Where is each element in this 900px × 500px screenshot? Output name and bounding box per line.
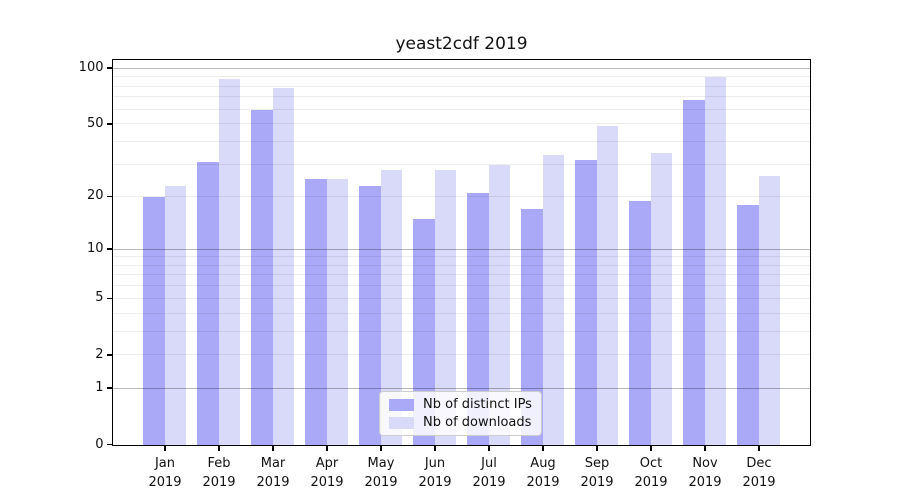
- gridline-major-100: [113, 67, 810, 69]
- y-tick-mark-5: [107, 297, 112, 300]
- gridline-minor-20: [113, 195, 810, 197]
- gridline-minor-2: [113, 354, 810, 356]
- gridline-minor-4: [113, 312, 810, 314]
- x-tick-mark-jan: [164, 446, 166, 451]
- x-tick-mark-mar: [272, 446, 274, 451]
- bar-mar-distinct-ips: [251, 109, 273, 445]
- x-tick-mark-jun: [434, 446, 436, 451]
- legend-label-distinct-ips: Nb of distinct IPs: [423, 397, 532, 412]
- y-tick-label-100: 100: [78, 60, 104, 76]
- y-tick-mark-10: [107, 248, 112, 250]
- y-tick-mark-1: [107, 387, 112, 389]
- bar-sep-downloads: [596, 126, 618, 445]
- legend-swatch-distinct-ips: [389, 398, 414, 411]
- y-tick-label-5: 5: [95, 290, 104, 306]
- y-tick-mark-100: [107, 67, 112, 69]
- y-tick-label-2: 2: [95, 346, 104, 362]
- y-tick-label-1: 1: [95, 380, 104, 395]
- gridline-minor-40: [113, 141, 810, 143]
- bar-jul-distinct-ips: [467, 193, 489, 445]
- gridline-minor-90: [113, 76, 810, 78]
- x-tick-mark-nov: [704, 446, 706, 451]
- y-tick-label-20: 20: [86, 188, 104, 204]
- gridline-major-10: [113, 248, 810, 250]
- gridline-minor-3: [113, 331, 810, 332]
- bar-jan-distinct-ips: [143, 196, 165, 445]
- gridline-minor-9: [113, 256, 810, 258]
- plot-area: [112, 59, 811, 446]
- gridline-minor-60: [113, 108, 810, 110]
- x-tick-label-mar: Mar 2019: [256, 455, 290, 490]
- x-tick-mark-oct: [650, 446, 652, 451]
- gridline-minor-50: [113, 123, 810, 125]
- bar-apr-downloads: [326, 179, 348, 445]
- x-tick-label-sep: Sep 2019: [580, 455, 614, 490]
- x-tick-mark-apr: [326, 446, 328, 451]
- x-tick-label-aug: Aug 2019: [526, 455, 560, 490]
- y-tick-label-0: 0: [95, 436, 104, 452]
- bar-dec-distinct-ips: [737, 204, 759, 445]
- bar-oct-distinct-ips: [629, 200, 651, 445]
- x-tick-label-jul: Jul 2019: [472, 455, 506, 490]
- bar-feb-distinct-ips: [197, 162, 219, 445]
- x-tick-label-dec: Dec 2019: [742, 455, 776, 490]
- x-tick-mark-feb: [218, 446, 220, 451]
- y-tick-mark-50: [107, 123, 112, 125]
- plot-inner: [113, 60, 810, 445]
- legend-swatch-downloads: [389, 416, 414, 429]
- x-tick-label-nov: Nov 2019: [688, 455, 722, 490]
- x-tick-label-apr: Apr 2019: [310, 455, 344, 490]
- bar-jun-downloads: [434, 170, 456, 445]
- gridline-major-1: [113, 387, 810, 389]
- x-tick-mark-aug: [542, 446, 544, 451]
- x-tick-label-jun: Jun 2019: [418, 455, 452, 490]
- y-tick-label-50: 50: [86, 115, 104, 131]
- x-tick-mark-may: [380, 446, 382, 451]
- x-tick-mark-jul: [488, 446, 490, 451]
- bar-aug-distinct-ips: [521, 209, 543, 445]
- legend: Nb of distinct IPs Nb of downloads: [379, 391, 542, 436]
- legend-item-distinct-ips: Nb of distinct IPs: [389, 397, 532, 412]
- bar-nov-distinct-ips: [683, 99, 705, 445]
- gridline-minor-6: [113, 285, 810, 287]
- x-tick-label-may: May 2019: [364, 455, 398, 490]
- bar-may-distinct-ips: [359, 185, 381, 445]
- bar-dec-downloads: [758, 176, 780, 445]
- gridline-minor-30: [113, 164, 810, 165]
- gridline-minor-5: [113, 297, 810, 299]
- bar-may-downloads: [380, 170, 402, 445]
- bar-jan-downloads: [164, 185, 186, 445]
- x-tick-mark-dec: [758, 446, 760, 451]
- bar-sep-distinct-ips: [575, 159, 597, 445]
- y-tick-mark-20: [107, 195, 112, 197]
- x-tick-mark-sep: [596, 446, 598, 451]
- x-tick-label-oct: Oct 2019: [634, 455, 668, 490]
- chart-title: yeast2cdf 2019: [395, 34, 528, 54]
- bar-aug-downloads: [542, 155, 564, 445]
- gridline-minor-8: [113, 264, 810, 266]
- legend-item-downloads: Nb of downloads: [389, 415, 532, 430]
- bar-oct-downloads: [650, 152, 672, 445]
- bar-nov-downloads: [704, 77, 726, 445]
- bar-feb-downloads: [218, 79, 240, 445]
- bar-jul-downloads: [488, 165, 510, 445]
- gridline-minor-70: [113, 96, 810, 98]
- bar-jun-distinct-ips: [413, 218, 435, 445]
- y-tick-mark-2: [107, 354, 112, 356]
- gridline-minor-80: [113, 85, 810, 87]
- gridline-minor-7: [113, 274, 810, 276]
- bar-apr-distinct-ips: [305, 179, 327, 445]
- x-tick-label-feb: Feb 2019: [202, 455, 236, 490]
- y-tick-label-10: 10: [86, 241, 104, 256]
- y-tick-mark-0: [107, 443, 112, 446]
- x-tick-label-jan: Jan 2019: [148, 455, 182, 490]
- legend-label-downloads: Nb of downloads: [423, 415, 532, 430]
- bar-mar-downloads: [272, 87, 294, 445]
